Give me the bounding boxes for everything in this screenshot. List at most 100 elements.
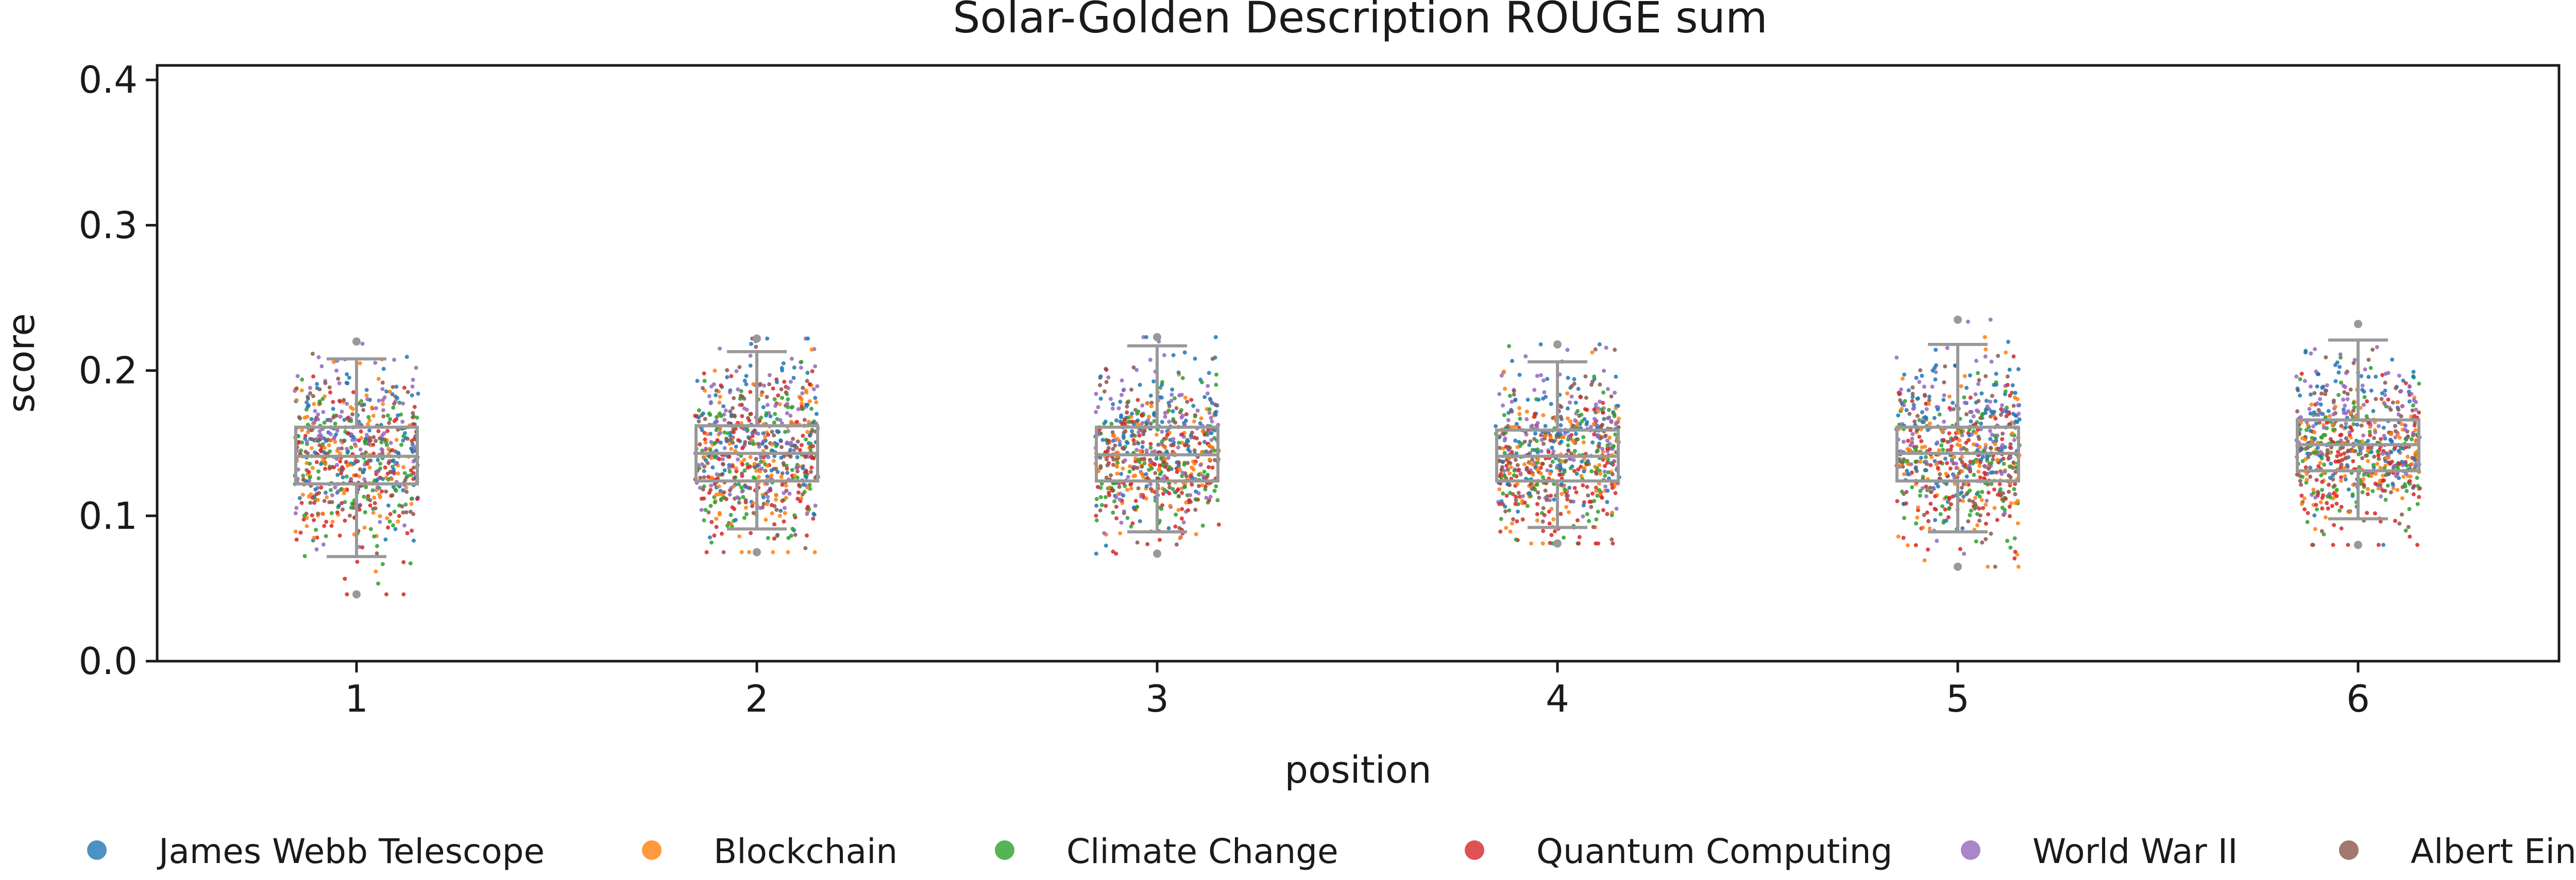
data-point: [1582, 469, 1586, 474]
data-point: [1520, 517, 1525, 522]
data-point: [1123, 429, 1128, 434]
data-point: [357, 545, 362, 549]
data-point: [1901, 502, 1906, 506]
data-point: [1125, 410, 1129, 415]
data-point: [1133, 498, 1138, 503]
data-point: [372, 534, 377, 539]
data-point: [1931, 487, 1936, 491]
data-point: [2377, 457, 2381, 461]
data-point: [354, 473, 359, 477]
data-point: [2325, 383, 2329, 388]
data-point: [1176, 370, 1181, 375]
data-point: [411, 459, 416, 464]
data-point: [300, 492, 305, 497]
data-point: [2366, 421, 2371, 425]
data-point: [742, 396, 747, 401]
data-point: [1607, 415, 1612, 420]
data-point: [1945, 448, 1950, 453]
data-point: [710, 475, 714, 480]
data-point: [1502, 369, 1506, 374]
data-point: [1575, 518, 1580, 523]
data-point: [1510, 409, 1514, 414]
data-point: [2340, 458, 2345, 462]
data-point: [2302, 496, 2307, 501]
data-point: [1612, 459, 1617, 463]
data-point: [702, 469, 706, 473]
data-point: [2408, 474, 2413, 479]
data-point: [1552, 481, 1556, 486]
data-point: [781, 461, 786, 465]
data-point: [772, 433, 776, 438]
data-point: [2338, 352, 2343, 357]
data-point: [2330, 504, 2334, 508]
data-point: [1572, 377, 1577, 382]
data-point: [1933, 507, 1937, 511]
data-point: [349, 505, 353, 510]
data-point: [2305, 520, 2310, 524]
data-point: [1197, 441, 1202, 446]
data-point: [2362, 472, 2366, 477]
data-point: [2374, 374, 2378, 379]
data-point: [397, 401, 402, 405]
data-point: [796, 483, 801, 487]
data-point: [1142, 461, 1147, 465]
data-point: [1210, 356, 1215, 361]
data-point: [1094, 410, 1098, 415]
data-point: [2408, 479, 2412, 484]
data-point: [1137, 433, 1142, 438]
data-point: [1144, 496, 1148, 501]
data-point: [1212, 448, 1217, 453]
data-point: [1964, 474, 1969, 479]
data-point: [378, 514, 382, 519]
data-point: [2007, 367, 2012, 372]
data-point: [742, 457, 747, 462]
data-point: [2337, 508, 2342, 513]
data-point: [1098, 383, 1103, 387]
data-point: [1897, 463, 1902, 468]
data-point: [1607, 435, 1612, 440]
data-point: [1937, 412, 1942, 417]
data-point: [1142, 429, 1147, 433]
legend-marker: [642, 840, 662, 860]
data-point: [795, 455, 800, 459]
data-point: [804, 437, 808, 442]
data-point: [1528, 470, 1532, 475]
data-point: [2003, 389, 2008, 394]
data-point: [410, 496, 414, 501]
data-point: [707, 535, 712, 540]
data-point: [1953, 363, 1957, 368]
data-point: [1125, 515, 1130, 520]
data-point: [1594, 419, 1599, 423]
legend-label: Climate Change: [1066, 832, 1338, 871]
data-point: [350, 502, 354, 506]
data-point: [1926, 547, 1930, 552]
data-point: [1165, 433, 1170, 437]
data-point: [379, 447, 384, 452]
data-point: [1596, 541, 1601, 546]
data-point: [1905, 543, 1910, 547]
data-point: [1184, 500, 1189, 505]
data-point: [1503, 504, 1507, 509]
data-point: [2347, 510, 2352, 514]
data-point: [1597, 463, 1602, 468]
data-point: [2371, 463, 2376, 467]
data-point: [2410, 462, 2414, 467]
data-point: [316, 355, 321, 359]
data-point: [1183, 481, 1188, 486]
data-point: [2344, 371, 2348, 375]
data-point: [1174, 406, 1179, 410]
data-point: [1196, 473, 1201, 477]
data-point: [1212, 489, 1217, 493]
data-point: [2314, 369, 2318, 374]
data-point: [2412, 414, 2417, 418]
data-point: [709, 384, 714, 389]
data-point: [1575, 409, 1580, 413]
data-point: [2328, 437, 2333, 441]
data-point: [2303, 437, 2308, 442]
data-point: [360, 341, 365, 346]
data-point: [2017, 417, 2022, 422]
data-point: [729, 374, 734, 378]
data-point: [1505, 468, 1510, 472]
data-point: [365, 461, 370, 466]
data-point: [1177, 393, 1182, 398]
